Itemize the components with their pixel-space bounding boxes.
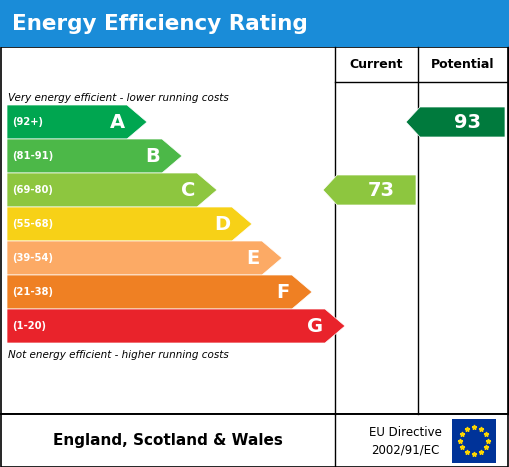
Text: England, Scotland & Wales: England, Scotland & Wales [52,433,282,448]
Text: EU Directive: EU Directive [369,426,441,439]
Text: Potential: Potential [431,58,495,71]
Polygon shape [7,139,182,173]
Text: (55-68): (55-68) [12,219,53,229]
Text: A: A [110,113,125,132]
Text: 93: 93 [454,113,481,132]
Polygon shape [7,173,217,207]
Polygon shape [7,241,282,275]
Text: B: B [145,147,160,165]
Polygon shape [323,175,416,205]
Polygon shape [7,309,345,343]
Bar [1,47,508,414]
Polygon shape [406,107,505,137]
Text: (1-20): (1-20) [12,321,46,331]
Polygon shape [7,105,147,139]
Polygon shape [7,207,252,241]
Text: (21-38): (21-38) [12,287,53,297]
Bar [1,414,508,467]
Bar [452,418,496,462]
Text: Current: Current [350,58,403,71]
Text: (39-54): (39-54) [12,253,53,263]
Text: C: C [181,181,195,199]
Text: (81-91): (81-91) [12,151,53,161]
Text: Very energy efficient - lower running costs: Very energy efficient - lower running co… [8,93,229,103]
Text: D: D [214,214,230,234]
Text: Not energy efficient - higher running costs: Not energy efficient - higher running co… [8,350,229,360]
Text: 2002/91/EC: 2002/91/EC [371,444,439,457]
Bar [0,0,509,47]
Text: (69-80): (69-80) [12,185,53,195]
Text: 73: 73 [368,181,395,199]
Polygon shape [7,275,312,309]
Text: Energy Efficiency Rating: Energy Efficiency Rating [12,14,308,34]
Text: E: E [247,248,260,268]
Text: G: G [307,317,323,335]
Text: F: F [277,283,290,302]
Text: (92+): (92+) [12,117,43,127]
